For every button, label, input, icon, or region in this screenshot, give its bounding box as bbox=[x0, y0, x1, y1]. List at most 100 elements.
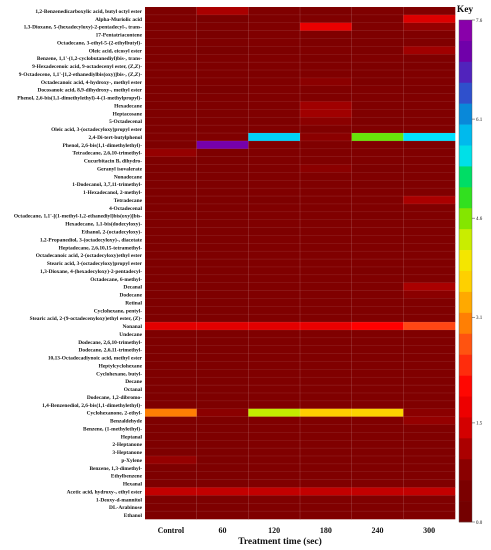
heatmap-cell-r26-c2 bbox=[248, 211, 301, 220]
heatmap-cell-r24-c1 bbox=[196, 196, 249, 205]
heatmap-cell-r33-c1 bbox=[196, 266, 249, 276]
heatmap-cell-r53-c2 bbox=[248, 424, 301, 433]
row-label: 2-Heptanone bbox=[112, 442, 142, 448]
heatmap-cell-r22-c4 bbox=[351, 180, 404, 189]
row-label: Oleic acid, eicosyl ester bbox=[89, 48, 143, 54]
row-label: Stearic acid, 3-(octadecyloxy)propyl est… bbox=[47, 260, 143, 267]
row-label: 1,3-Dioxane, 4-(hexadecyloxy)-2-pentadec… bbox=[40, 268, 142, 275]
heatmap-cell-r62-c5 bbox=[403, 495, 456, 504]
heatmap-cell-r53-c1 bbox=[196, 424, 249, 433]
heatmap-cell-r51-c0 bbox=[145, 408, 197, 417]
heatmap-cell-r37-c0 bbox=[145, 298, 197, 307]
heatmap-cell-r35-c0 bbox=[145, 282, 197, 291]
heatmap-cell-r1-c1 bbox=[196, 14, 249, 24]
heatmap-cell-r15-c3 bbox=[300, 125, 352, 134]
heatmap-cell-r58-c2 bbox=[248, 463, 301, 473]
heatmap-cell-r27-c4 bbox=[351, 219, 404, 228]
heatmap-cell-r8-c4 bbox=[351, 70, 404, 79]
heatmap-cell-r22-c2 bbox=[248, 180, 301, 189]
heatmap-cell-r62-c0 bbox=[145, 495, 197, 504]
heatmap-cell-r9-c0 bbox=[145, 77, 197, 87]
heatmap-cell-r52-c1 bbox=[196, 416, 249, 425]
heatmap-cell-r13-c4 bbox=[351, 109, 404, 118]
heatmap-cell-r43-c3 bbox=[300, 345, 352, 354]
row-label: Hexanal bbox=[123, 482, 143, 488]
heatmap-cell-r11-c1 bbox=[196, 93, 249, 102]
row-label: 1,4-Benzenediol, 2,6-bis(1,1-dimethyleth… bbox=[42, 402, 142, 409]
row-label: Heptanal bbox=[121, 434, 143, 440]
heatmap-cell-r63-c2 bbox=[248, 503, 301, 512]
row-label: Phenol, 2,6-bis(1,1-dimethylethyl)-4-(1-… bbox=[17, 95, 142, 102]
heatmap-cell-r61-c2 bbox=[248, 487, 301, 496]
row-label: 10,13-Octadecadiynoic acid, methyl ester bbox=[48, 356, 143, 362]
heatmap-cell-r4-c5 bbox=[403, 38, 456, 47]
heatmap-cell-r3-c4 bbox=[351, 30, 404, 39]
heatmap-cell-r11-c0 bbox=[145, 93, 197, 102]
heatmap-cell-r28-c3 bbox=[300, 227, 352, 236]
legend-swatch bbox=[459, 375, 472, 397]
heatmap-cell-r9-c2 bbox=[248, 77, 301, 87]
row-label: Hexadecane, 1,1-bis(dodecyloxy)- bbox=[65, 221, 142, 228]
heatmap-cell-r0-c4 bbox=[351, 7, 404, 16]
heatmap-cell-r50-c2 bbox=[248, 400, 301, 410]
row-label: Dodecane, 2,6,10-trimethyl- bbox=[78, 340, 142, 346]
x-axis-title: Treatment time (sec) bbox=[238, 536, 322, 547]
heatmap-cell-r7-c5 bbox=[403, 62, 456, 71]
legend-swatch bbox=[459, 291, 472, 314]
heatmap-cell-r41-c1 bbox=[196, 329, 249, 339]
heatmap-cell-r0-c1 bbox=[196, 7, 249, 16]
legend-title: Key bbox=[457, 5, 474, 15]
heatmap-cell-r49-c0 bbox=[145, 392, 197, 402]
legend-swatch bbox=[459, 501, 472, 523]
heatmap-cell-r8-c5 bbox=[403, 70, 456, 79]
heatmap-cell-r48-c0 bbox=[145, 385, 197, 394]
heatmap-cell-r57-c2 bbox=[248, 455, 301, 465]
heatmap-cell-r63-c4 bbox=[351, 503, 404, 512]
legend-tick-label: 3.1 bbox=[476, 316, 483, 321]
heatmap-cell-r36-c1 bbox=[196, 290, 249, 299]
row-label: 17-Pentatriacontene bbox=[96, 33, 143, 39]
heatmap-cell-r26-c1 bbox=[196, 211, 249, 220]
heatmap-cell-r20-c5 bbox=[403, 164, 456, 173]
heatmap-cell-r58-c4 bbox=[351, 463, 404, 473]
legend-ticks: 7.6 6.1 4.6 3.1 1.5 0.0 bbox=[472, 19, 483, 526]
heatmap-cell-r8-c1 bbox=[196, 70, 249, 79]
heatmap-cell-r54-c2 bbox=[248, 432, 301, 441]
heatmap-cell-r46-c0 bbox=[145, 369, 197, 378]
heatmap-cell-r19-c1 bbox=[196, 156, 249, 165]
row-label: 4-Octadecenal bbox=[109, 206, 142, 212]
heatmap-cell-r11-c5 bbox=[403, 93, 456, 102]
heatmap-cell-r5-c2 bbox=[248, 46, 301, 55]
heatmap-cell-r1-c2 bbox=[248, 14, 301, 24]
heatmap-cell-r60-c3 bbox=[300, 479, 352, 488]
heatmap-cell-r37-c5 bbox=[403, 298, 456, 307]
heatmap-cell-r57-c5 bbox=[403, 455, 456, 465]
legend-color-bar bbox=[458, 19, 473, 523]
heatmap-cell-r10-c5 bbox=[403, 85, 456, 94]
heatmap-cell-r13-c3 bbox=[300, 109, 352, 118]
heatmap-cell-r9-c4 bbox=[351, 77, 404, 87]
heatmap-cell-r5-c3 bbox=[300, 46, 352, 55]
heatmap-cell-r29-c2 bbox=[248, 235, 301, 244]
heatmap-cell-r48-c5 bbox=[403, 385, 456, 394]
heatmap-cell-r31-c4 bbox=[351, 251, 404, 260]
heatmap-cell-r21-c4 bbox=[351, 172, 404, 181]
heatmap-cell-r61-c3 bbox=[300, 487, 352, 496]
row-label: 1-Dodecanol, 3,7,11-trimethyl- bbox=[72, 182, 142, 188]
heatmap-cell-r26-c3 bbox=[300, 211, 352, 220]
heatmap-cell-r12-c1 bbox=[196, 101, 249, 110]
heatmap-cell-r39-c1 bbox=[196, 314, 249, 323]
heatmap-cell-r12-c4 bbox=[351, 101, 404, 110]
heatmap-cell-r35-c3 bbox=[300, 282, 352, 291]
heatmap-cell-r44-c0 bbox=[145, 353, 197, 362]
heatmap-cell-r60-c0 bbox=[145, 479, 197, 488]
heatmap-cell-r41-c3 bbox=[300, 329, 352, 339]
heatmap-cell-r56-c0 bbox=[145, 448, 197, 457]
heatmap-cell-r19-c4 bbox=[351, 156, 404, 165]
heatmap-cell-r37-c2 bbox=[248, 298, 301, 307]
heatmap-cell-r49-c4 bbox=[351, 392, 404, 402]
heatmap-cell-r18-c1 bbox=[196, 148, 249, 157]
heatmap-cell-r6-c5 bbox=[403, 54, 456, 63]
heatmap-cell-r6-c3 bbox=[300, 54, 352, 63]
legend-swatch bbox=[459, 250, 472, 272]
